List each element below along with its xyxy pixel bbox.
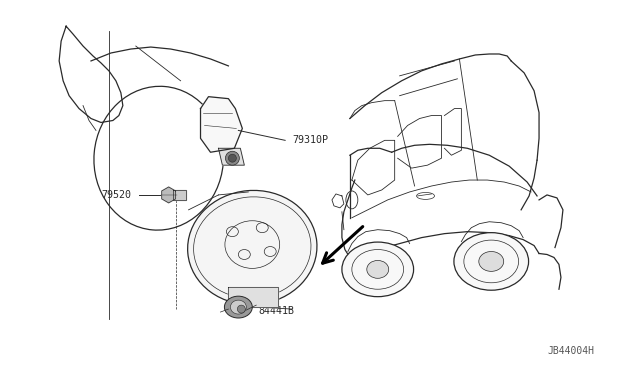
Circle shape	[237, 305, 245, 313]
Ellipse shape	[188, 190, 317, 305]
Circle shape	[225, 151, 239, 165]
Polygon shape	[218, 148, 244, 165]
Text: 79520: 79520	[101, 190, 131, 200]
Text: 79310P: 79310P	[292, 135, 328, 145]
Polygon shape	[173, 190, 186, 200]
Text: 84441B: 84441B	[259, 306, 294, 316]
Polygon shape	[200, 97, 243, 152]
Ellipse shape	[342, 242, 413, 296]
Ellipse shape	[225, 296, 252, 318]
Ellipse shape	[367, 260, 388, 278]
Ellipse shape	[230, 300, 246, 314]
Polygon shape	[228, 287, 278, 307]
Ellipse shape	[454, 232, 529, 290]
Circle shape	[228, 154, 236, 162]
Polygon shape	[162, 187, 175, 203]
Ellipse shape	[479, 251, 504, 271]
Text: JB44004H: JB44004H	[547, 346, 594, 356]
